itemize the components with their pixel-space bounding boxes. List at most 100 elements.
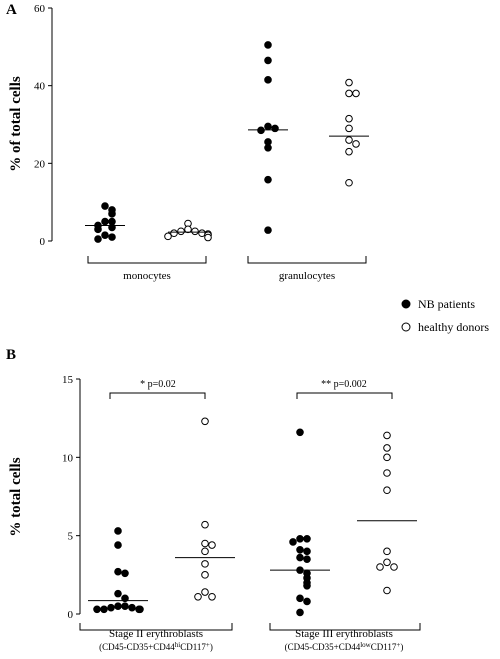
panel-a-label: A — [6, 2, 17, 18]
sig-label-stage-iii: ** p=0.002 — [321, 379, 367, 390]
panel-b-y-tick-label: 10 — [62, 452, 74, 464]
panel-b-point-stage-iii-erythroblasts-nb-patients — [296, 428, 304, 437]
panel-a-point-monocytes-healthy-donors — [177, 227, 185, 236]
panel-a-point-monocytes-nb-patients — [108, 233, 116, 241]
panel-b-y-axis-label: % total cells — [8, 457, 24, 536]
panel-b-group-sublabel-stage-iii: (CD45-CD35+CD44lowCD117+) — [285, 641, 404, 652]
panel-a-group-label-monocytes: monocytes — [123, 270, 171, 282]
legend: NB patients healthy donors — [401, 297, 489, 334]
panel-a-point-granulocytes-healthy-donors — [345, 89, 353, 98]
panel-a-group-bracket-monocytes — [87, 256, 207, 264]
panel-a: A % of total cells 0 20 40 60 monocytes gra… — [6, 2, 369, 282]
panel-a-y-ticks: 0 20 40 60 — [34, 3, 52, 248]
panel-a-point-monocytes-healthy-donors — [184, 225, 192, 234]
panel-a-y-tick-label: 0 — [40, 236, 46, 248]
panel-a-point-monocytes-healthy-donors — [204, 233, 212, 242]
panel-b-point-stage-ii-erythroblasts-healthy-donors — [208, 592, 216, 601]
legend-label-nb-patients: NB patients — [418, 297, 475, 311]
panel-a-point-monocytes-healthy-donors — [191, 227, 199, 236]
panel-b-group-label-stage-iii: Stage III erythroblasts — [295, 628, 393, 640]
panel-b-point-stage-ii-erythroblasts-nb-patients — [121, 594, 129, 603]
panel-a-point-granulocytes-nb-patients — [264, 226, 272, 234]
panel-a-point-granulocytes-nb-patients — [264, 56, 272, 65]
panel-b-y-ticks: 0 5 10 15 — [62, 374, 80, 621]
sig-bracket-stage-ii — [109, 392, 206, 399]
panel-b-point-stage-ii-erythroblasts-nb-patients — [121, 569, 129, 578]
panel-b-point-stage-iii-erythroblasts-healthy-donors — [383, 586, 391, 595]
panel-a-point-monocytes-nb-patients — [108, 210, 116, 218]
panel-b-group-bracket-stage-iii-erythroblasts — [269, 623, 421, 631]
panel-b-point-stage-ii-erythroblasts-nb-patients — [93, 605, 101, 614]
panel-b-point-stage-iii-erythroblasts-nb-patients — [303, 535, 311, 543]
panel-a-point-granulocytes-nb-patients — [264, 41, 272, 49]
panel-a-group-bracket-granulocytes — [247, 256, 367, 264]
panel-b-point-stage-iii-erythroblasts-healthy-donors — [383, 453, 391, 462]
panel-b-point-stage-iii-erythroblasts-nb-patients — [296, 594, 304, 603]
panel-a-point-granulocytes-healthy-donors — [345, 147, 353, 156]
panel-a-point-granulocytes-nb-patients — [264, 144, 272, 152]
panel-a-point-granulocytes-healthy-donors — [345, 136, 353, 144]
panel-a-point-granulocytes-nb-patients — [264, 76, 272, 84]
panel-b-points — [88, 417, 417, 617]
legend-label-healthy-donors: healthy donors — [418, 320, 489, 334]
panel-a-point-granulocytes-healthy-donors — [345, 114, 353, 123]
panel-b-group-label-stage-ii: Stage II erythroblasts — [109, 628, 203, 640]
panel-b-point-stage-ii-erythroblasts-healthy-donors — [208, 541, 216, 549]
panel-a-y-axis-label: % of total cells — [8, 76, 24, 172]
panel-a-y-tick-label: 40 — [34, 81, 46, 93]
panel-b-point-stage-ii-erythroblasts-nb-patients — [114, 567, 122, 576]
panel-a-group-label-granulocytes: granulocytes — [279, 270, 335, 282]
panel-b-point-stage-iii-erythroblasts-nb-patients — [303, 555, 311, 563]
panel-a-y-tick-label: 60 — [34, 3, 46, 15]
panel-b-point-stage-iii-erythroblasts-nb-patients — [303, 582, 311, 590]
panel-a-point-granulocytes-healthy-donors — [352, 89, 360, 98]
panel-a-point-monocytes-nb-patients — [101, 231, 109, 239]
panel-b-point-stage-ii-erythroblasts-healthy-donors — [201, 417, 209, 426]
panel-b-point-stage-ii-erythroblasts-nb-patients — [121, 602, 129, 610]
panel-a-point-granulocytes-healthy-donors — [352, 140, 360, 148]
panel-b-point-stage-ii-erythroblasts-healthy-donors — [201, 520, 209, 529]
panel-a-points — [85, 41, 369, 243]
legend-marker-healthy-donors — [401, 322, 411, 332]
legend-marker-nb-patients — [401, 299, 411, 309]
panel-b-point-stage-ii-erythroblasts-healthy-donors — [201, 539, 209, 548]
panel-a-y-tick-label: 20 — [34, 158, 46, 170]
panel-b-point-stage-ii-erythroblasts-nb-patients — [114, 602, 122, 610]
panel-b-point-stage-iii-erythroblasts-healthy-donors — [383, 547, 391, 556]
panel-b-point-stage-ii-erythroblasts-healthy-donors — [201, 588, 209, 596]
panel-b-point-stage-ii-erythroblasts-nb-patients — [107, 603, 115, 612]
panel-b-point-stage-iii-erythroblasts-nb-patients — [289, 538, 297, 546]
panel-b-point-stage-iii-erythroblasts-healthy-donors — [383, 486, 391, 495]
panel-a-point-monocytes-healthy-donors — [164, 232, 172, 241]
panel-b-point-stage-iii-erythroblasts-healthy-donors — [383, 469, 391, 477]
panel-b-point-stage-iii-erythroblasts-nb-patients — [303, 547, 311, 556]
panel-a-point-granulocytes-healthy-donors — [345, 78, 353, 87]
panel-a-point-granulocytes-healthy-donors — [345, 178, 353, 187]
panel-a-point-granulocytes-healthy-donors — [345, 124, 353, 133]
panel-b-group-sublabel-stage-ii: (CD45-CD35+CD44hiCD117+) — [99, 641, 213, 652]
panel-b: B % total cells 0 5 10 15 * p=0.02 ** p=0.0… — [6, 347, 421, 652]
panel-b-group-bracket-stage-ii-erythroblasts — [79, 623, 233, 631]
panel-b-point-stage-ii-erythroblasts-nb-patients — [128, 603, 136, 612]
panel-a-point-monocytes-nb-patients — [101, 217, 109, 226]
panel-b-point-stage-ii-erythroblasts-healthy-donors — [201, 571, 209, 579]
panel-b-point-stage-iii-erythroblasts-healthy-donors — [383, 444, 391, 452]
panel-a-group-brackets — [87, 256, 367, 264]
panel-b-point-stage-iii-erythroblasts-healthy-donors — [383, 431, 391, 440]
panel-b-group-brackets — [79, 623, 421, 631]
panel-b-point-stage-ii-erythroblasts-nb-patients — [100, 605, 108, 614]
panel-b-point-stage-ii-erythroblasts-nb-patients — [114, 541, 122, 549]
sig-bracket-stage-iii — [296, 392, 393, 399]
panel-a-point-monocytes-nb-patients — [94, 235, 102, 243]
panel-b-point-stage-iii-erythroblasts-nb-patients — [296, 608, 304, 617]
panel-b-point-stage-ii-erythroblasts-nb-patients — [136, 605, 144, 614]
panel-b-point-stage-ii-erythroblasts-healthy-donors — [201, 560, 209, 568]
panel-a-point-granulocytes-nb-patients — [264, 122, 272, 131]
panel-b-point-stage-iii-erythroblasts-healthy-donors — [376, 563, 384, 571]
sig-label-stage-ii: * p=0.02 — [140, 379, 176, 390]
panel-b-point-stage-ii-erythroblasts-nb-patients — [114, 527, 122, 535]
panel-b-point-stage-ii-erythroblasts-nb-patients — [114, 589, 122, 598]
panel-a-point-granulocytes-nb-patients — [264, 175, 272, 184]
panel-b-point-stage-iii-erythroblasts-nb-patients — [296, 545, 304, 554]
